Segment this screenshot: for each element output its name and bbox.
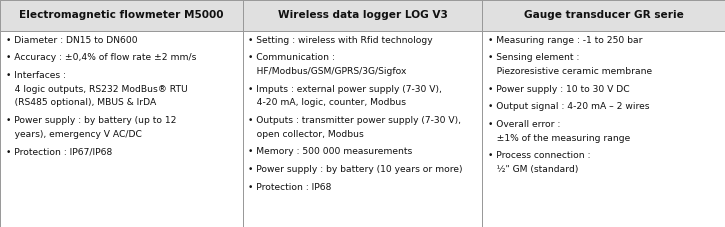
Text: Electromagnetic flowmeter M5000: Electromagnetic flowmeter M5000 [19,10,223,20]
Text: • Memory : 500 000 measurements: • Memory : 500 000 measurements [248,147,413,156]
Bar [242,0,482,31]
Text: HF/Modbus/GSM/GPRS/3G/Sigfox: HF/Modbus/GSM/GPRS/3G/Sigfox [248,67,407,76]
Text: (RS485 optional), MBUS & IrDA: (RS485 optional), MBUS & IrDA [6,98,156,107]
Text: open collector, Modbus: open collector, Modbus [248,130,364,139]
Bar [483,31,725,227]
Text: • Interfaces :: • Interfaces : [6,71,66,80]
Text: Gauge transducer GR serie: Gauge transducer GR serie [523,10,684,20]
Text: • Overall error :: • Overall error : [488,120,560,129]
Text: ½" GM (standard): ½" GM (standard) [488,165,579,174]
Bar [0,31,242,227]
Text: • Sensing element :: • Sensing element : [488,53,580,62]
Bar [242,31,482,227]
Text: • Diameter : DN15 to DN600: • Diameter : DN15 to DN600 [6,36,138,45]
Text: years), emergency V AC/DC: years), emergency V AC/DC [6,130,141,139]
Text: • Setting : wireless with Rfid technology: • Setting : wireless with Rfid technolog… [248,36,433,45]
Text: 4 logic outputs, RS232 ModBus® RTU: 4 logic outputs, RS232 ModBus® RTU [6,85,188,94]
Text: • Process connection :: • Process connection : [488,151,591,160]
Text: Wireless data logger LOG V3: Wireless data logger LOG V3 [278,10,447,20]
Text: • Protection : IP68: • Protection : IP68 [248,183,331,192]
Text: ±1% of the measuring range: ±1% of the measuring range [488,134,631,143]
Text: Piezoresistive ceramic membrane: Piezoresistive ceramic membrane [488,67,652,76]
Text: • Output signal : 4-20 mA – 2 wires: • Output signal : 4-20 mA – 2 wires [488,102,650,111]
Text: • Power supply : by battery (10 years or more): • Power supply : by battery (10 years or… [248,165,463,174]
Text: • Outputs : transmitter power supply (7-30 V),: • Outputs : transmitter power supply (7-… [248,116,461,125]
Bar [483,0,725,31]
Text: • Power supply : by battery (up to 12: • Power supply : by battery (up to 12 [6,116,176,125]
Text: • Protection : IP67/IP68: • Protection : IP67/IP68 [6,147,112,156]
Text: • Measuring range : -1 to 250 bar: • Measuring range : -1 to 250 bar [488,36,643,45]
Text: 4-20 mA, logic, counter, Modbus: 4-20 mA, logic, counter, Modbus [248,98,406,107]
Text: • Communication :: • Communication : [248,53,335,62]
Text: • Imputs : external power supply (7-30 V),: • Imputs : external power supply (7-30 V… [248,85,442,94]
Text: • Power supply : 10 to 30 V DC: • Power supply : 10 to 30 V DC [488,85,630,94]
Text: • Accuracy : ±0,4% of flow rate ±2 mm/s: • Accuracy : ±0,4% of flow rate ±2 mm/s [6,53,196,62]
Bar [0,0,242,31]
